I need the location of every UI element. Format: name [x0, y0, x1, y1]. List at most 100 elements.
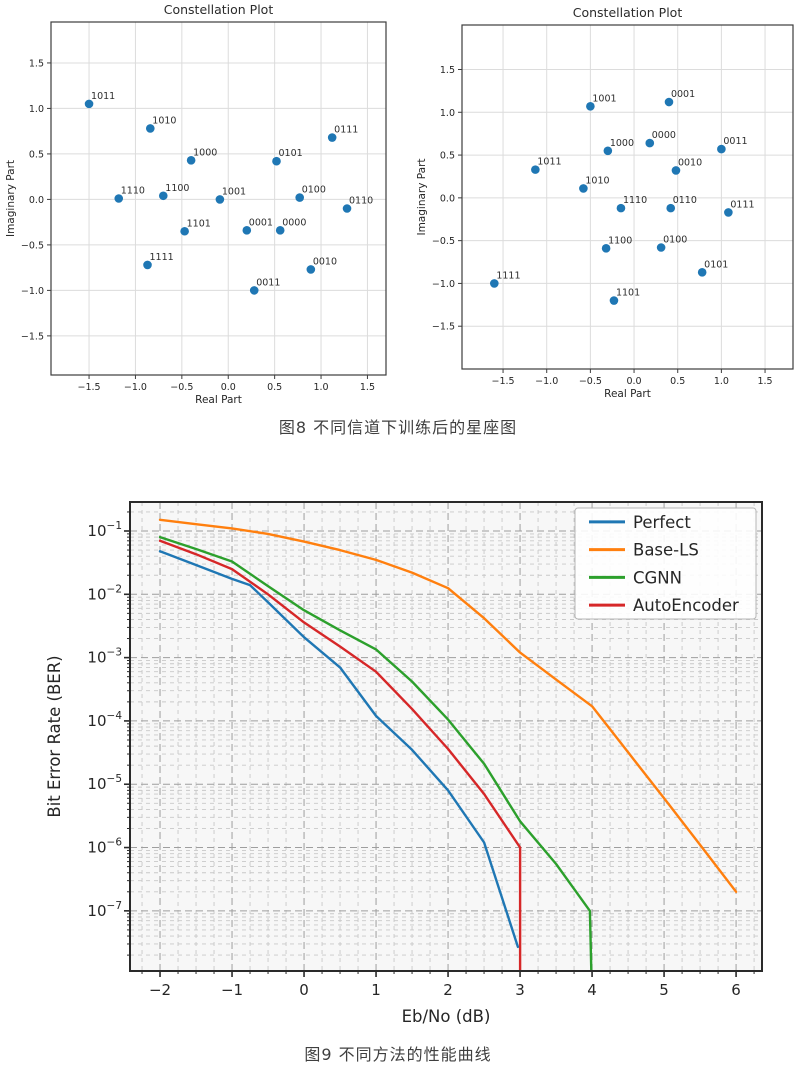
- y-axis-label: Imaginary Part: [5, 160, 17, 237]
- y-tick-label: 1.5: [29, 58, 44, 69]
- constellation-point: [114, 194, 124, 203]
- y-tick-label: 0.0: [29, 195, 44, 206]
- constellation-point-label: 1001: [222, 186, 246, 197]
- y-tick-label: 10−4: [87, 710, 122, 730]
- constellation-point-label: 1000: [610, 138, 634, 149]
- constellation-point: [272, 156, 281, 166]
- constellation-point-label: 0001: [249, 217, 273, 228]
- y-tick-label: 10−6: [87, 837, 122, 857]
- x-axis-label: Eb/No (dB): [402, 1007, 491, 1026]
- x-tick-label: −1.0: [124, 382, 147, 393]
- constellation-point-label: 0101: [278, 148, 302, 159]
- constellation-point: [295, 193, 304, 202]
- x-tick-label: −1.5: [78, 382, 101, 393]
- x-tick-label: 5: [659, 981, 669, 999]
- y-tick-label: 1.0: [29, 104, 44, 115]
- constellation-point: [697, 268, 707, 277]
- y-tick-label: 10−5: [87, 773, 122, 793]
- ber-plot: −2 −1 0 1 2 3 4 5 6 10−1 10−2 10−3 10−4 10−5 10−6 10−7 E…: [45, 501, 763, 1026]
- constellation-point: [84, 99, 94, 109]
- y-tick-label: 10−2: [87, 583, 122, 603]
- legend-box: [574, 507, 757, 620]
- x-tick-label: 1.0: [313, 382, 328, 393]
- x-tick-label: 6: [731, 981, 741, 999]
- constellation-point: [671, 166, 681, 175]
- x-tick-label: 1: [371, 981, 381, 999]
- x-tick-label: 1.0: [714, 376, 729, 387]
- constellation-point-label: 0110: [673, 195, 697, 206]
- constellation-plot-right: −1.5 −1.0 −0.5 0.0 0.5 1.0 1.5 −1.5 −1.0 −0.5 0.0 0…: [416, 5, 794, 400]
- y-tick-label: 10−1: [87, 520, 122, 540]
- plot-title: Constellation Plot: [573, 5, 683, 20]
- constellation-point-label: 0111: [730, 199, 754, 210]
- x-tick-label: 0.5: [267, 382, 282, 393]
- constellation-point-label: 1001: [592, 93, 616, 104]
- plot-area: [462, 25, 793, 369]
- constellation-point-label: 1010: [152, 115, 176, 126]
- constellation-point: [616, 203, 626, 213]
- constellation-point-label: 1100: [608, 235, 632, 246]
- constellation-point: [143, 260, 152, 270]
- x-tick-label: 0.0: [626, 376, 641, 387]
- y-tick-label: −0.5: [432, 236, 455, 247]
- constellation-point-label: 0100: [663, 234, 687, 245]
- x-tick-label: 4: [587, 981, 597, 999]
- constellation-point: [586, 101, 595, 111]
- y-tick-label: −1.5: [21, 331, 44, 342]
- x-tick-label: 0.0: [221, 382, 236, 393]
- constellation-point: [601, 244, 611, 253]
- constellation-point-label: 0000: [282, 217, 306, 228]
- x-tick-label: 3: [515, 981, 525, 999]
- constellation-point: [666, 203, 676, 213]
- constellation-point-label: 0000: [652, 130, 676, 141]
- constellation-point-label: 1101: [187, 218, 211, 229]
- axes-frame: [50, 21, 387, 376]
- figure8-caption: 图8 不同信道下训练后的星座图: [278, 418, 518, 437]
- x-tick-label: 0: [299, 981, 309, 999]
- series-line-perfect: [158, 549, 520, 949]
- constellation-point: [656, 243, 666, 252]
- figure9-caption: 图9 不同方法的性能曲线: [304, 1045, 492, 1064]
- constellation-point: [664, 97, 674, 107]
- legend-entry: CGNN: [589, 568, 682, 587]
- constellation-point-label: 0011: [723, 136, 747, 147]
- constellation-point: [531, 165, 540, 174]
- x-tick-label: −0.5: [579, 376, 602, 387]
- constellation-point: [490, 279, 499, 288]
- x-tick-label: −0.5: [170, 382, 193, 393]
- constellation-point-label: 1011: [91, 91, 115, 102]
- legend-label: Perfect: [633, 513, 691, 532]
- constellation-point: [306, 265, 316, 274]
- constellation-point-label: 0110: [349, 196, 373, 207]
- y-tick-label: −1.5: [432, 322, 455, 333]
- constellation-plot-left: −1.5 −1.0 −0.5 0.0 0.5 1.0 1.5 −1.5 −1.0 −0.5 0.0 0…: [5, 2, 387, 406]
- legend-label: CGNN: [633, 568, 682, 587]
- axes-frame: [461, 24, 794, 370]
- legend-entry: Base-LS: [589, 541, 699, 560]
- constellation-point-label: 1110: [121, 186, 145, 197]
- x-tick-label: −2: [149, 981, 171, 999]
- y-tick-label: 0.0: [440, 193, 455, 204]
- constellation-point: [717, 144, 726, 154]
- y-tick-label: 1.5: [440, 65, 455, 76]
- legend-entry: Perfect: [589, 513, 691, 532]
- constellation-point-label: 0010: [678, 157, 702, 168]
- x-tick-label: −1.0: [535, 376, 558, 387]
- constellation-point: [645, 138, 655, 148]
- y-tick-label: −0.5: [21, 240, 44, 251]
- x-tick-label: 0.5: [670, 376, 685, 387]
- y-tick-label: 10−3: [87, 647, 122, 667]
- constellation-point-label: 1010: [585, 175, 609, 186]
- constellation-point: [249, 286, 259, 295]
- constellation-point-label: 0010: [313, 256, 337, 267]
- legend-label: AutoEncoder: [633, 596, 739, 615]
- y-tick-label: 1.0: [440, 108, 455, 119]
- y-tick-label: −1.0: [432, 279, 455, 290]
- constellation-point-label: 1100: [165, 183, 189, 194]
- constellation-point-label: 1011: [537, 157, 561, 168]
- y-tick-label: 0.5: [440, 151, 455, 162]
- series-line-cgnn: [158, 535, 593, 971]
- constellation-point-label: 0101: [704, 259, 728, 270]
- x-tick-label: 1.5: [757, 376, 772, 387]
- constellation-point: [327, 133, 337, 142]
